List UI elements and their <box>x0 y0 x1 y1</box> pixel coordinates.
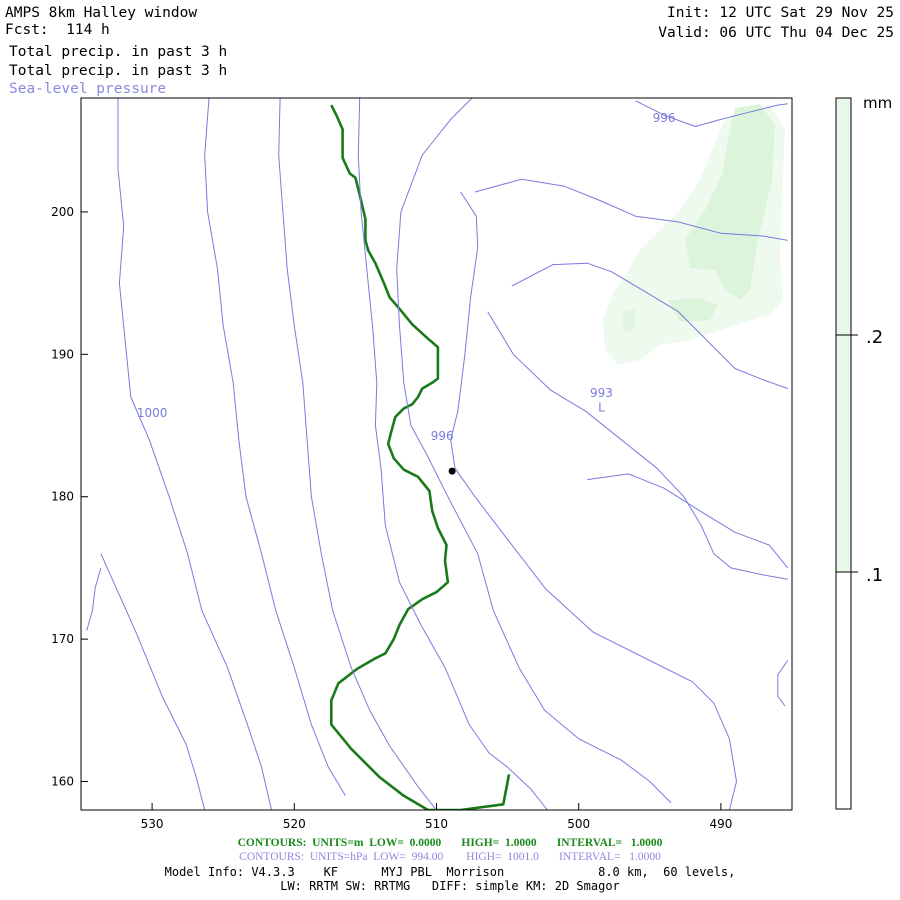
precip-shading <box>603 104 785 365</box>
contour-label-4: 996 <box>653 111 676 125</box>
x-tick-label-0: 530 <box>141 817 164 831</box>
pressure-contour-line-6 <box>396 98 672 804</box>
precip-area-patch-2 <box>622 308 636 332</box>
pressure-contour-line-11 <box>587 473 789 569</box>
colorbar-label-1: .1 <box>866 565 883 586</box>
colorbar-box-mid <box>835 334 852 573</box>
pressure-contour-line-4 <box>278 98 437 810</box>
y-tick-label-2: 180 <box>51 490 74 504</box>
field-title-slp: Sea-level pressure <box>9 81 167 97</box>
precip-area-patch <box>668 298 718 322</box>
y-tick-label-0: 160 <box>51 775 74 789</box>
pressure-contour-line-12 <box>635 100 788 127</box>
contour-label-0: 1000 <box>137 406 168 420</box>
pressure-contour-line-10 <box>474 178 788 241</box>
x-tick-label-3: 500 <box>567 817 590 831</box>
x-tick-label-2: 510 <box>425 817 448 831</box>
station-marker <box>448 467 456 475</box>
pressure-contour-line-5 <box>357 98 548 810</box>
pressure-contour-line-3 <box>204 98 346 797</box>
model-title: AMPS 8km Halley window <box>5 5 198 21</box>
y-tick-label-1: 170 <box>51 632 74 646</box>
colorbar-label-2: .2 <box>866 327 883 348</box>
precip-colorbar: mm .2 .1 <box>835 94 892 810</box>
colorbar-unit: mm <box>863 94 892 112</box>
physics-info: LW: RRTM SW: RRTMG DIFF: simple KM: 2D S… <box>280 879 620 893</box>
x-tick-label-1: 520 <box>283 817 306 831</box>
pressure-contour-line-7 <box>450 191 737 810</box>
colorbar-box-upper <box>835 97 852 336</box>
pressure-contour-line-8 <box>487 311 788 580</box>
model-info: Model Info: V4.3.3 KF MYJ PBL Morrison 8… <box>164 865 736 879</box>
precip-area-core <box>685 104 775 300</box>
y-tick-label-3: 190 <box>51 347 74 361</box>
valid-time: Valid: 06 UTC Thu 04 Dec 25 <box>658 25 894 41</box>
init-time: Init: 12 UTC Sat 29 Nov 25 <box>667 5 894 21</box>
colorbar-box-lower <box>835 571 852 810</box>
height-contour-line-0 <box>330 104 511 810</box>
x-tick-label-4: 490 <box>709 817 732 831</box>
pressure-contour-line-14 <box>777 660 789 707</box>
field-title-2: Total precip. in past 3 h <box>9 63 228 79</box>
pressure-contour-line-2 <box>117 98 272 810</box>
field-title-1: Total precip. in past 3 h <box>9 44 228 60</box>
contour-label-1: 996 <box>431 429 454 443</box>
forecast-hour: Fcst: 114 h <box>5 22 110 38</box>
contour-info-height: CONTOURS: UNITS=m LOW= 0.0000 HIGH= 1.00… <box>237 837 663 849</box>
contour-label-3: 993 <box>590 386 613 400</box>
pressure-contour-line-1 <box>100 553 206 810</box>
contour-info-pressure: CONTOURS: UNITS=hPa LOW= 994.00 HIGH= 10… <box>239 851 661 863</box>
pressure-contour-line-9 <box>511 262 788 389</box>
contour-label-2: L <box>598 400 605 414</box>
pressure-contour-line-13 <box>86 567 102 631</box>
y-tick-label-4: 200 <box>51 205 74 219</box>
